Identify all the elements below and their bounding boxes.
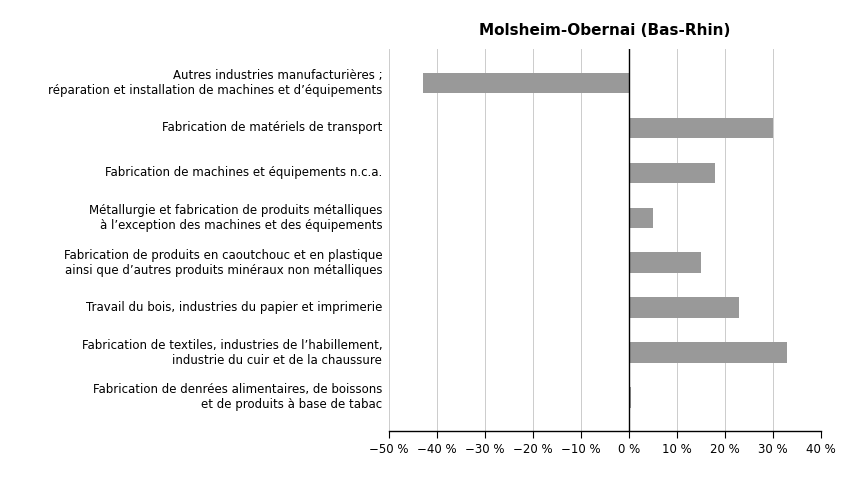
Bar [629,343,787,363]
Bar [423,73,629,93]
Bar [629,252,700,273]
Bar [629,118,772,138]
Title: Molsheim-Obernai (Bas-Rhin): Molsheim-Obernai (Bas-Rhin) [479,23,731,38]
Bar [629,297,739,318]
Bar [629,388,631,408]
Bar [629,207,653,228]
Bar [629,163,715,183]
